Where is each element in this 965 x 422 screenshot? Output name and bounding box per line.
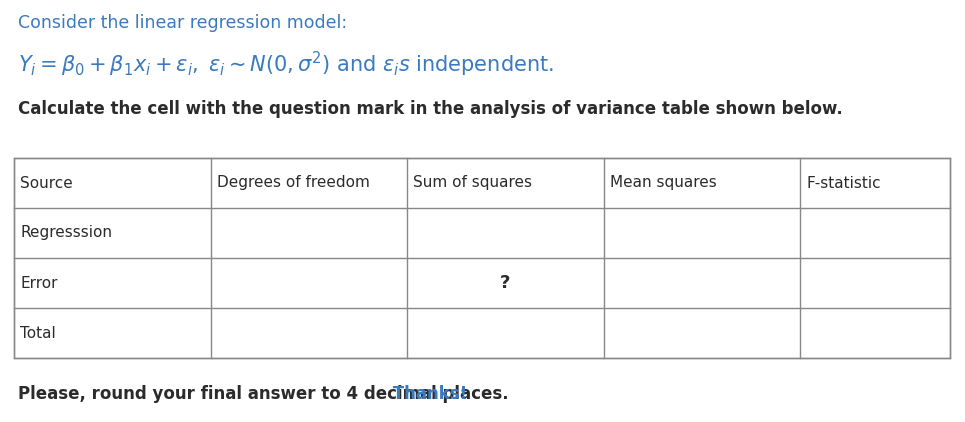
Text: $Y_i = \beta_0 + \beta_1 x_i + \epsilon_i, \; \epsilon_i \sim N(0, \sigma^2)$ an: $Y_i = \beta_0 + \beta_1 x_i + \epsilon_…: [18, 50, 554, 79]
Text: Thanks!: Thanks!: [387, 385, 467, 403]
Text: Consider the linear regression model:: Consider the linear regression model:: [18, 14, 347, 32]
Text: Source: Source: [20, 176, 72, 190]
Text: Degrees of freedom: Degrees of freedom: [216, 176, 370, 190]
Bar: [14, 158, 950, 358]
Text: ?: ?: [500, 274, 510, 292]
Text: Error: Error: [20, 276, 58, 290]
Text: Total: Total: [20, 325, 56, 341]
Text: Please, round your final answer to 4 decimal places.: Please, round your final answer to 4 dec…: [18, 385, 509, 403]
Text: F-statistic: F-statistic: [806, 176, 881, 190]
Text: Calculate the cell with the question mark in the analysis of variance table show: Calculate the cell with the question mar…: [18, 100, 842, 118]
Text: Mean squares: Mean squares: [610, 176, 716, 190]
Text: Regresssion: Regresssion: [20, 225, 112, 241]
Text: Sum of squares: Sum of squares: [413, 176, 532, 190]
